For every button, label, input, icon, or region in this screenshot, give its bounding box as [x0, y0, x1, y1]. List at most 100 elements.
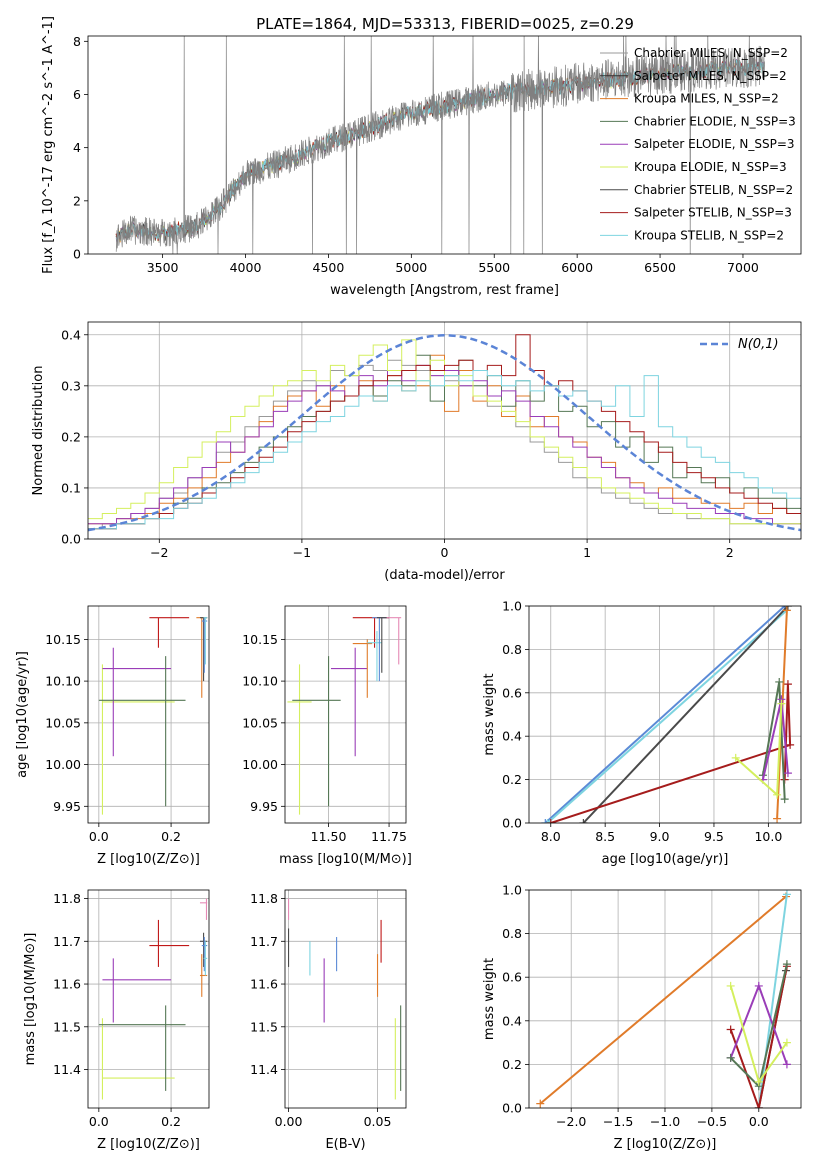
error-bar-point	[149, 617, 190, 648]
legend: Chabrier MILES, N_SSP=2 Salpeter MILES, N…	[600, 46, 796, 242]
weight-vs-z-panel: −2.0 −1.5 −1.0 −0.5 0.0 0.0 0.2 0.4 0.6 0.8 1.0 Z […	[482, 883, 802, 1152]
x-tick-label: 0.2	[161, 1114, 181, 1129]
age-vs-z-panel: 0.0 0.2 9.95 10.00 10.05 10.10 10.15 Z [log10(Z…	[15, 605, 210, 867]
y-tick-label: 0.6	[502, 970, 522, 985]
y-tick-label: 0.0	[502, 1101, 522, 1116]
error-bar-point	[199, 898, 208, 920]
y-tick-label: 0.2	[61, 429, 81, 444]
y-tick-label: 11.8	[250, 891, 278, 906]
axes-frame	[87, 35, 802, 255]
error-bar-point	[287, 664, 312, 815]
mass-vs-ebv-panel: 0.00 0.05 11.4 11.5 11.6 11.7 11.8 E(B-V)	[250, 889, 407, 1152]
plot-area	[288, 898, 402, 1100]
error-bar-point	[330, 647, 368, 757]
legend-label: Salpeter ELODIE, N_SSP=3	[634, 137, 795, 151]
x-tick-label: 0	[441, 545, 449, 560]
axes-frame	[284, 889, 407, 1109]
x-tick-label: 0.0	[89, 1114, 109, 1129]
error-bar-point	[199, 932, 208, 967]
weight-marker	[536, 1099, 545, 1108]
y-tick-label: 0.4	[61, 327, 81, 342]
x-axis-label: mass [log10(M/M⊙)]	[279, 852, 412, 867]
error-bar-point	[203, 617, 208, 665]
y-tick-label: 10.05	[242, 715, 278, 730]
axes-frame	[87, 889, 210, 1109]
weight-line	[729, 966, 788, 1108]
y-axis-label: age [log10(age/yr)]	[15, 651, 30, 778]
x-axis-label: Z [log10(Z/Z⊙)]	[97, 1137, 200, 1152]
y-axis-label: mass weight	[482, 673, 497, 755]
weight-marker	[754, 1104, 763, 1108]
y-tick-label: 11.4	[53, 1062, 81, 1077]
plot-area	[536, 890, 791, 1108]
weight-marker	[783, 606, 792, 610]
weight-marker	[782, 1038, 791, 1047]
y-tick-label: 0.8	[502, 926, 522, 941]
y-axis-label: mass weight	[482, 958, 497, 1040]
axes-frame	[528, 889, 802, 1109]
x-tick-label: 11.75	[371, 829, 407, 844]
weight-marker	[773, 814, 782, 823]
error-bar-point	[352, 639, 373, 698]
x-tick-label: 5500	[478, 260, 510, 275]
weight-marker	[546, 819, 555, 823]
weight-line	[539, 895, 787, 1105]
figure-title: PLATE=1864, MJD=53313, FIBERID=0025, z=0…	[256, 15, 634, 33]
y-tick-label: 0.0	[61, 532, 81, 547]
error-bar-point	[376, 617, 390, 673]
error-bar-point	[102, 647, 172, 757]
legend-label: Salpeter STELIB, N_SSP=3	[634, 206, 792, 220]
spectrum-panel: 3500 4000 4500 5000 5500 6000 6500 7000 0 2 4 6 8 wav…	[41, 16, 802, 298]
weight-line	[582, 606, 789, 823]
legend-label: Kroupa ELODIE, N_SSP=3	[634, 160, 787, 174]
y-tick-label: 11.5	[53, 1019, 81, 1034]
weight-marker	[780, 795, 789, 804]
y-tick-label: 4	[73, 140, 81, 155]
weight-marker	[782, 1060, 791, 1069]
y-tick-label: 8	[73, 34, 81, 49]
y-tick-label: 0.1	[61, 480, 81, 495]
error-bar-point	[98, 1005, 186, 1091]
y-tick-label: 11.7	[53, 934, 81, 949]
weight-marker	[782, 890, 791, 899]
x-tick-label: 3500	[147, 260, 179, 275]
weight-series	[543, 606, 791, 823]
x-axis-label: age [log10(age/yr)]	[602, 852, 729, 867]
legend-label: Salpeter MILES, N_SSP=2	[634, 69, 787, 83]
axes-frame	[87, 605, 210, 824]
x-tick-label: 5000	[395, 260, 427, 275]
error-bar-point	[101, 664, 175, 815]
y-tick-label: 11.8	[53, 891, 81, 906]
x-tick-label: 9.0	[650, 829, 670, 844]
x-tick-label: 7000	[727, 260, 759, 275]
y-tick-label: 0.6	[502, 685, 522, 700]
age-vs-mass-panel: 11.50 11.75 9.95 10.00 10.05 10.10 10.15 mass […	[242, 605, 412, 867]
weight-marker	[543, 819, 552, 823]
x-tick-label: −2	[150, 545, 168, 560]
x-tick-label: −1	[293, 545, 311, 560]
weight-line	[544, 606, 786, 823]
axes-frame	[284, 605, 407, 824]
normal-curve	[88, 334, 801, 532]
y-tick-label: 11.6	[250, 977, 278, 992]
weight-marker	[777, 699, 786, 708]
error-bar-point	[149, 919, 190, 967]
weight-marker	[726, 981, 735, 990]
weight-series	[541, 606, 789, 823]
legend-label: Chabrier ELODIE, N_SSP=3	[634, 114, 796, 128]
x-tick-label: 0.05	[364, 1114, 392, 1129]
histogram-line	[88, 370, 801, 530]
x-tick-label: 2	[726, 545, 734, 560]
weight-marker	[541, 819, 550, 823]
weight-marker	[773, 790, 782, 799]
y-tick-label: 0.3	[61, 378, 81, 393]
legend-label: Kroupa STELIB, N_SSP=2	[634, 228, 784, 242]
error-bar-point	[199, 954, 208, 997]
weight-series	[536, 892, 790, 1108]
x-tick-label: 0.2	[161, 829, 181, 844]
weight-marker	[731, 753, 740, 762]
axes-frame	[528, 605, 802, 824]
x-tick-label: 6500	[644, 260, 676, 275]
y-axis-label: mass [log10(M/M⊙)]	[23, 933, 38, 1066]
weight-series	[579, 606, 792, 823]
